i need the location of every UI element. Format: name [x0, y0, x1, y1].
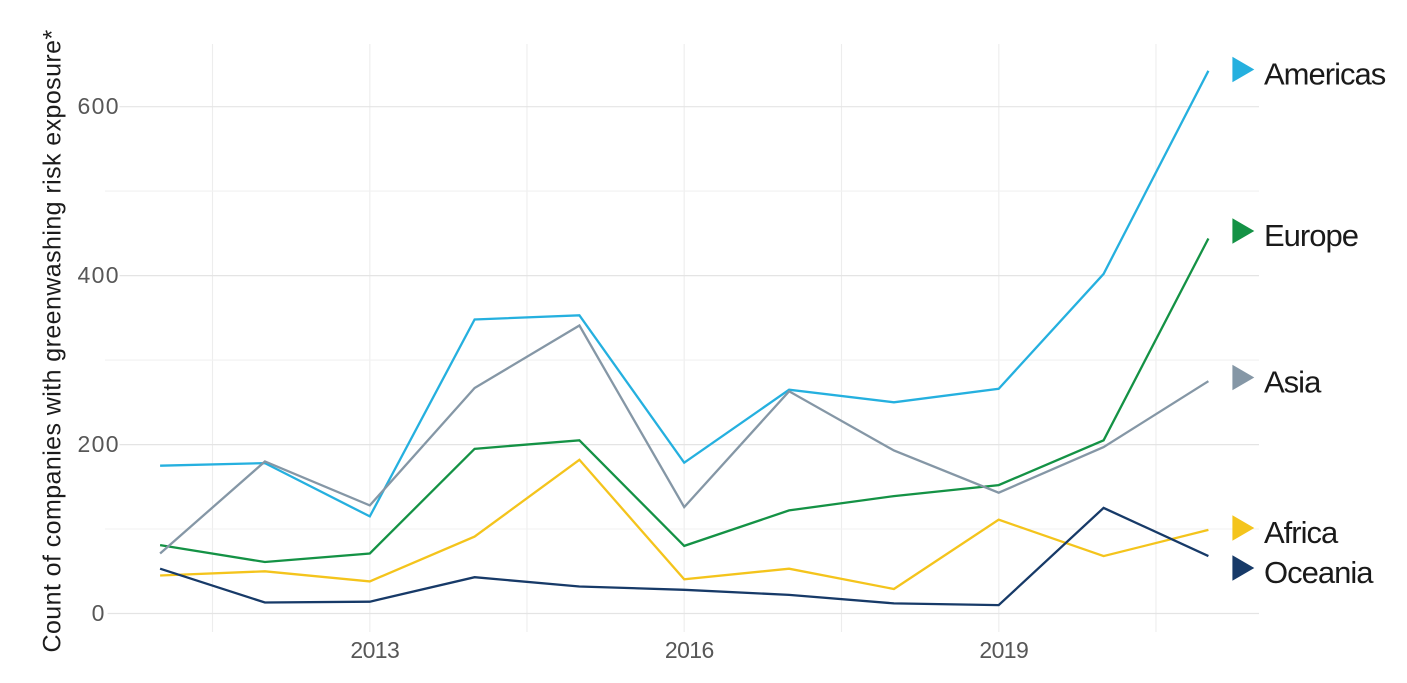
svg-text:0: 0: [92, 600, 106, 626]
svg-text:400: 400: [78, 262, 120, 288]
svg-text:Asia: Asia: [1264, 365, 1322, 400]
svg-text:Africa: Africa: [1264, 515, 1339, 550]
svg-text:Count of companies with greenw: Count of companies with greenwashing ris…: [39, 29, 67, 652]
svg-text:2016: 2016: [665, 637, 714, 663]
svg-text:2013: 2013: [350, 637, 399, 663]
svg-text:Americas: Americas: [1264, 57, 1386, 92]
svg-text:Europe: Europe: [1264, 218, 1358, 253]
svg-text:200: 200: [78, 431, 120, 457]
svg-text:600: 600: [78, 93, 120, 119]
svg-text:Oceania: Oceania: [1264, 555, 1374, 590]
svg-text:2019: 2019: [979, 637, 1028, 663]
